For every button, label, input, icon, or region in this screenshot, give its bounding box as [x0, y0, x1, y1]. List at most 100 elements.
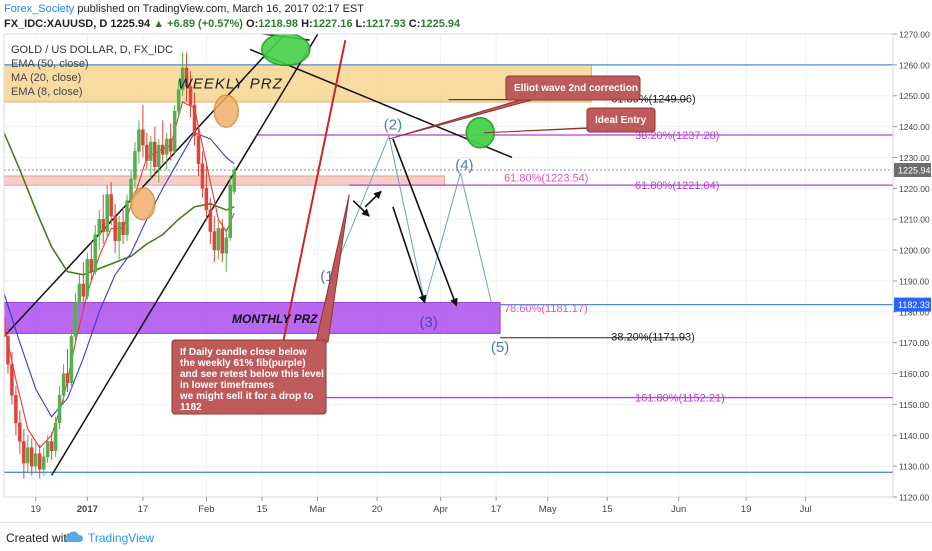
- price-badge-label: 1182.33: [898, 300, 930, 310]
- footer: Created with TradingView: [0, 522, 932, 551]
- callout-ideal-text: Ideal Entry: [595, 115, 647, 126]
- candle-body: [204, 188, 209, 211]
- candle-body: [161, 144, 165, 155]
- candle-body: [188, 86, 193, 106]
- legend-title: GOLD / US DOLLAR, D, FX_IDC: [11, 44, 173, 56]
- callout-daily-box: [171, 339, 327, 415]
- candle-body: [89, 259, 94, 272]
- candle-body: [121, 222, 125, 235]
- x-tick-label: 20: [372, 504, 383, 515]
- candle-body: [113, 215, 117, 242]
- wave-label: (3): [419, 314, 437, 331]
- candle-body: [180, 67, 185, 90]
- ellipse-circle-jan: [130, 187, 156, 221]
- fib-label: 61.80%(1221.04): [635, 180, 719, 192]
- x-tick-label: 19: [741, 504, 752, 515]
- zone-monthly-prz: [4, 302, 501, 334]
- candle-body: [101, 218, 105, 232]
- candle-body: [69, 336, 74, 384]
- legend-ma20: MA (20, close): [11, 72, 81, 84]
- candle-body: [10, 364, 14, 396]
- y-tick-label: 1160.00: [899, 369, 929, 379]
- fib-label: 38.20%(1237.28): [635, 130, 719, 142]
- callout-daily-text: If Daily candle close below: [180, 347, 307, 358]
- callout-daily-text: we might sell it for a drop to: [179, 391, 313, 402]
- arrow-4: [392, 206, 427, 304]
- candle-body: [220, 228, 225, 254]
- tradingview-brand-link[interactable]: TradingView: [88, 531, 155, 545]
- candle-body: [200, 163, 205, 189]
- candle-body: [137, 129, 141, 152]
- zone-weekly-prz: [4, 64, 592, 103]
- publish-info: Forex_Society published on TradingView.c…: [4, 3, 364, 15]
- y-tick-label: 1270.00: [899, 30, 930, 40]
- callout-pointer-callout-ideal: [484, 127, 596, 134]
- candle-body: [216, 228, 221, 251]
- candle-body: [109, 194, 113, 217]
- low-label: L:: [355, 18, 366, 30]
- ellipse-circle-feb: [213, 94, 239, 128]
- close-label: C:: [408, 18, 421, 30]
- price-badge: [894, 162, 931, 177]
- y-tick-label: 1140.00: [899, 431, 929, 441]
- candle-body: [141, 129, 145, 146]
- wave-label: (4): [455, 157, 473, 174]
- candle-body: [196, 135, 201, 164]
- candle-body: [184, 67, 189, 87]
- y-tick-label: 1250.00: [899, 91, 930, 101]
- time-axis: 19 2017 17 Feb 15 Mar 20 Apr 17 May 15 Jun 19 Jul: [30, 497, 812, 515]
- callout-pointer-callout-elliot: [388, 99, 533, 140]
- candle-body: [41, 456, 46, 470]
- symbol-name: FX_IDC:XAUUSD, D: [4, 18, 108, 30]
- candle-body: [22, 441, 26, 464]
- candle-body: [208, 209, 213, 232]
- x-tick-label: Mar: [309, 504, 325, 515]
- high-label: H:: [301, 18, 313, 30]
- candle-body: [37, 453, 42, 470]
- publish-text: published on TradingView.com, March 16, …: [77, 3, 364, 15]
- candle-body: [192, 104, 197, 137]
- author-link[interactable]: Forex_Society: [4, 3, 75, 15]
- candle-body: [168, 138, 173, 152]
- trendline-channel-lower: [50, 34, 319, 476]
- x-tick-label: 19: [30, 504, 41, 515]
- candle-body: [97, 218, 101, 235]
- zone-entry-band: [4, 175, 446, 186]
- candle-body: [157, 144, 161, 167]
- legend-ema8: EMA (8, close): [11, 86, 83, 98]
- y-tick-label: 1130.00: [899, 462, 929, 472]
- y-tick-label: 1220.00: [899, 184, 930, 194]
- horizontal-levels: [4, 64, 893, 473]
- price-zones: [4, 64, 592, 334]
- x-tick-label: 17: [491, 504, 502, 515]
- y-tick-label: 1210.00: [899, 215, 930, 225]
- candle-body: [4, 317, 6, 337]
- wave-label: (2): [384, 117, 402, 134]
- y-tick-label: 1200.00: [899, 246, 930, 256]
- candle-body: [26, 447, 30, 464]
- y-tick-label: 1170.00: [899, 338, 929, 348]
- highlight-circles: [130, 34, 495, 221]
- arrow-3: [392, 138, 458, 307]
- candle-body: [14, 394, 18, 424]
- callout-ideal-box: [586, 107, 656, 133]
- open-value: 1218.98: [258, 18, 299, 30]
- callout-daily-text: and see retest below this level: [180, 369, 324, 380]
- x-tick-label: 17: [138, 504, 149, 515]
- x-tick-label: May: [539, 504, 557, 515]
- y-tick-label: 1150.00: [899, 400, 929, 410]
- price-badge: [894, 297, 931, 312]
- candle-body: [145, 144, 149, 161]
- x-tick-label: 15: [257, 504, 268, 515]
- candle-body: [176, 89, 181, 112]
- fib-label: 78.60%(1181.17): [504, 303, 588, 315]
- x-tick-label: Apr: [433, 504, 448, 515]
- change-arrow-icon: ▲: [153, 18, 165, 30]
- y-tick-label: 1260.00: [899, 60, 930, 70]
- candle-body: [65, 373, 70, 384]
- fib-label: 61.80%(1223.54): [504, 172, 588, 184]
- plot-frame: [3, 33, 894, 498]
- candle-body: [117, 222, 121, 242]
- projection-arrows: [352, 138, 458, 307]
- candle-body: [224, 237, 228, 254]
